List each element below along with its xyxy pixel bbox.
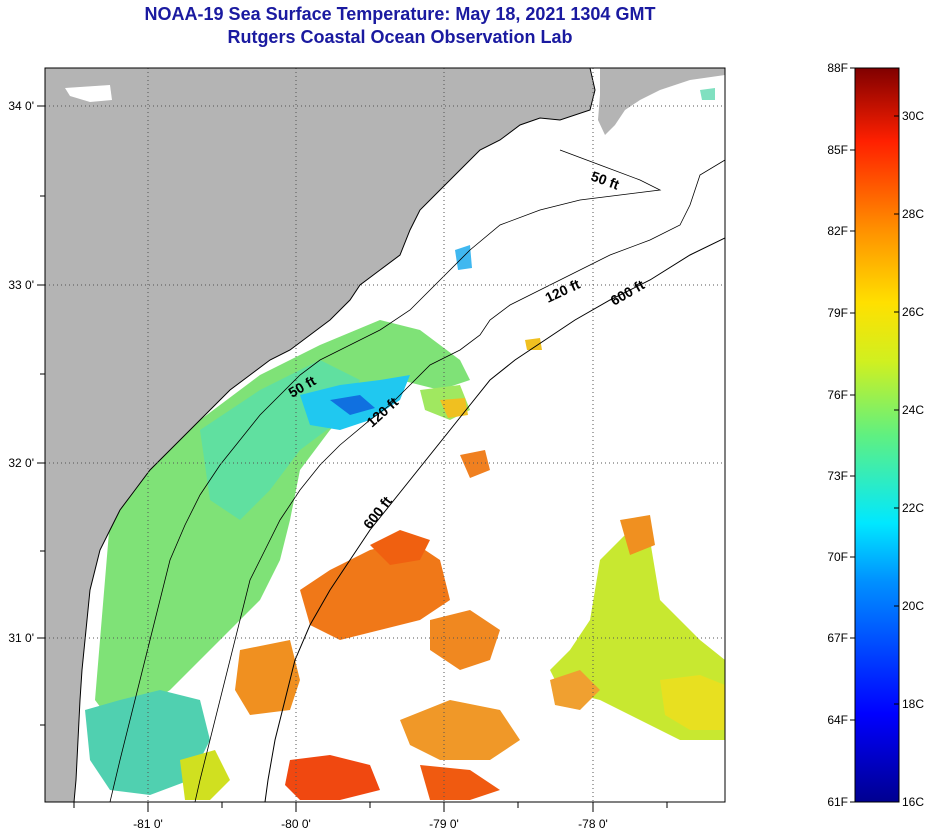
coastline (73, 68, 596, 802)
map-frame (44, 67, 726, 803)
colorbar-label-f: 70F (827, 550, 848, 564)
lon-label: -78 0' (578, 817, 608, 831)
land-area-northeast (598, 68, 725, 135)
temperature-colorbar (854, 67, 900, 803)
map-title: NOAA-19 Sea Surface Temperature: May 18,… (144, 4, 656, 24)
graticule (45, 68, 725, 802)
map-subtitle: Rutgers Coastal Ocean Observation Lab (227, 27, 573, 47)
lat-label: 31 0' (8, 631, 34, 645)
sst-data-layer (85, 88, 725, 800)
lat-label: 32 0' (8, 456, 34, 470)
colorbar-label-f: 88F (827, 61, 848, 75)
lat-label: 33 0' (8, 278, 34, 292)
colorbar-label-f: 79F (827, 306, 848, 320)
colorbar-label-f: 73F (827, 469, 848, 483)
colorbar-label-c: 18C (902, 697, 924, 711)
colorbar-label-c: 30C (902, 109, 924, 123)
colorbar-label-c: 20C (902, 599, 924, 613)
colorbar-label-c: 28C (902, 207, 924, 221)
colorbar-ticks (850, 67, 899, 803)
colorbar-label-f: 67F (827, 631, 848, 645)
lon-label: -79 0' (429, 817, 459, 831)
lon-label: -80 0' (281, 817, 311, 831)
colorbar-label-c: 16C (902, 795, 924, 809)
lon-label: -81 0' (133, 817, 163, 831)
colorbar-label-f: 82F (827, 224, 848, 238)
colorbar-label-f: 85F (827, 143, 848, 157)
land-area (45, 68, 595, 802)
colorbar-label-f: 76F (827, 388, 848, 402)
contour-600ft (264, 237, 725, 802)
contour-50ft (109, 149, 662, 802)
contour-120ft (194, 159, 725, 802)
lat-label: 34 0' (8, 99, 34, 113)
colorbar-label-c: 26C (902, 305, 924, 319)
tick-marks (37, 105, 668, 812)
colorbar-label-c: 24C (902, 403, 924, 417)
colorbar-label-f: 61F (827, 795, 848, 809)
colorbar-label-f: 64F (827, 713, 848, 727)
colorbar-label-c: 22C (902, 501, 924, 515)
